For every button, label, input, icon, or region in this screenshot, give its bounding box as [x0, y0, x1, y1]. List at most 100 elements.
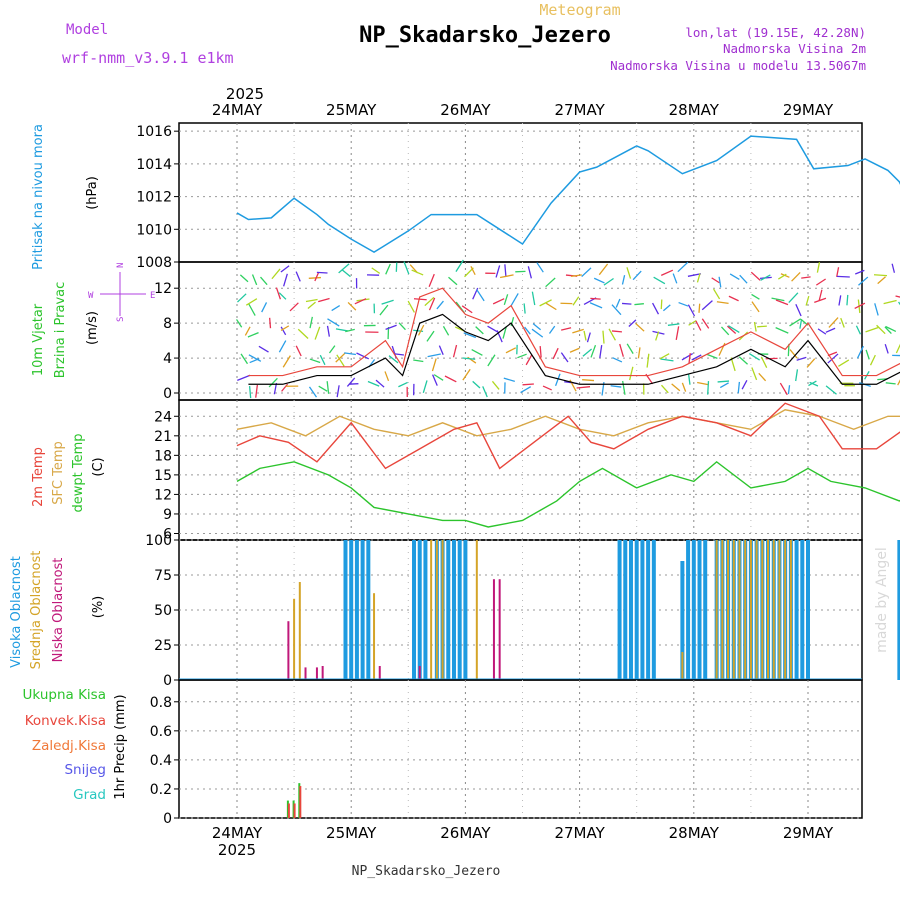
- wind-arrow: [681, 352, 694, 361]
- wind-arrow: [751, 301, 760, 313]
- wind-arrow: [548, 325, 556, 334]
- wind-arrow: [371, 267, 381, 274]
- precip-frame: [178, 679, 863, 819]
- wind-arrow: [398, 322, 406, 331]
- bottom-day-label: 26MAY: [440, 824, 491, 842]
- wind-arrow: [675, 326, 680, 341]
- wind-arrow: [314, 272, 320, 282]
- wind-arrow: [314, 326, 321, 340]
- wind-arrow: [701, 300, 713, 311]
- wind-arrow: [805, 295, 810, 306]
- cloud-bar: [628, 540, 633, 680]
- wind-arrow: [696, 273, 701, 283]
- cloud-ytick-label: 75: [154, 568, 172, 584]
- cloud-bar: [435, 540, 438, 680]
- wind-arrow: [877, 276, 886, 285]
- cloud-bar: [778, 540, 781, 680]
- wind-arrow: [335, 328, 348, 332]
- wind-arrow: [318, 385, 328, 392]
- wind-arrow: [432, 374, 438, 386]
- wind-arrow: [729, 273, 740, 280]
- wind-arrow: [717, 380, 730, 383]
- wind-arrow: [422, 380, 428, 394]
- wind-arrow: [347, 301, 357, 311]
- wind-arrow: [305, 298, 318, 303]
- temp-unit: (C): [91, 457, 106, 476]
- wind-arrow: [698, 303, 701, 313]
- cloud-bar: [354, 540, 359, 680]
- precip-graupel-label: Grad: [73, 787, 106, 803]
- wind-arrow: [760, 274, 771, 281]
- wind-arrow: [545, 302, 557, 311]
- wind-arrow: [778, 273, 787, 280]
- wind-arrow: [753, 321, 757, 332]
- wind-arrow: [356, 352, 370, 360]
- cloud-bar: [298, 582, 301, 680]
- wind-arrow: [815, 278, 826, 286]
- precip-conv-label: Konvek.Kisa: [25, 713, 106, 729]
- wind-arrow: [707, 353, 718, 359]
- wind-arrow: [814, 297, 827, 304]
- cloud-bar: [430, 540, 433, 680]
- wind-arrow: [271, 268, 281, 280]
- sfc-temp-line: [236, 409, 900, 437]
- wind-arrow: [610, 385, 622, 388]
- wind-panel: 0 4 8 12: [154, 259, 900, 402]
- wind-arrow: [428, 273, 435, 287]
- wind-arrow: [751, 293, 760, 300]
- top-day-labels: 24MAY 25MAY 26MAY 27MAY 28MAY 29MAY: [212, 101, 834, 119]
- cloud-bar: [794, 540, 799, 680]
- wind-arrow: [697, 381, 709, 386]
- wind-arrow: [806, 358, 816, 368]
- wind-arrow: [268, 377, 278, 388]
- wind-arrow: [308, 386, 318, 398]
- wind-ytick-label: 0: [163, 386, 172, 402]
- cloud-bar: [343, 540, 348, 680]
- cloud-bar: [293, 598, 296, 680]
- wind-arrow: [876, 324, 886, 335]
- wind-arrow: [570, 274, 582, 277]
- wind-arrow: [280, 265, 290, 273]
- wind-arrow: [239, 274, 249, 283]
- pressure-ytick-label: 1014: [136, 157, 172, 173]
- cloud-bar: [646, 540, 651, 680]
- wind-gust-line: [248, 287, 900, 377]
- wind-arrow: [255, 384, 259, 398]
- bottom-day-label: 29MAY: [783, 824, 834, 842]
- wind-arrow: [344, 352, 357, 356]
- cloud-bar: [640, 540, 645, 680]
- cloud-bar: [897, 540, 900, 680]
- wind-arrow: [572, 296, 580, 306]
- wind-arrow: [865, 349, 870, 360]
- wind-arrow: [505, 347, 517, 354]
- cloud-bar: [691, 540, 696, 680]
- wind-arrow: [667, 323, 680, 326]
- wind-ytick-label: 12: [154, 281, 172, 297]
- temp-ytick-label: 6: [163, 526, 172, 542]
- wind-arrow: [275, 287, 282, 300]
- wind-arrow: [283, 273, 288, 287]
- wind-arrow: [602, 330, 605, 344]
- cloud-bar: [475, 540, 478, 680]
- top-day-label: 28MAY: [669, 101, 720, 119]
- wind-arrow: [472, 380, 481, 389]
- cloud-bar: [457, 540, 462, 680]
- wind-arrow: [510, 293, 519, 306]
- wind-arrow: [739, 274, 748, 284]
- wind-arrow: [336, 354, 345, 367]
- wind-arrow: [858, 276, 869, 286]
- wind-arrow: [499, 274, 514, 279]
- cloud-bar: [492, 579, 495, 680]
- wind-arrow: [789, 349, 798, 359]
- wind-arrow: [758, 372, 767, 382]
- wind-arrow: [653, 276, 666, 285]
- legend-w: W: [88, 291, 94, 301]
- cloud-bar: [749, 540, 752, 680]
- cloud-bar: [789, 540, 792, 680]
- wind-arrow: [327, 318, 340, 327]
- cloud-low-label: Niska Oblacnost: [51, 558, 66, 663]
- wind-arrow: [687, 374, 691, 385]
- cloud-bar: [418, 666, 421, 680]
- cloud-bar: [287, 621, 290, 680]
